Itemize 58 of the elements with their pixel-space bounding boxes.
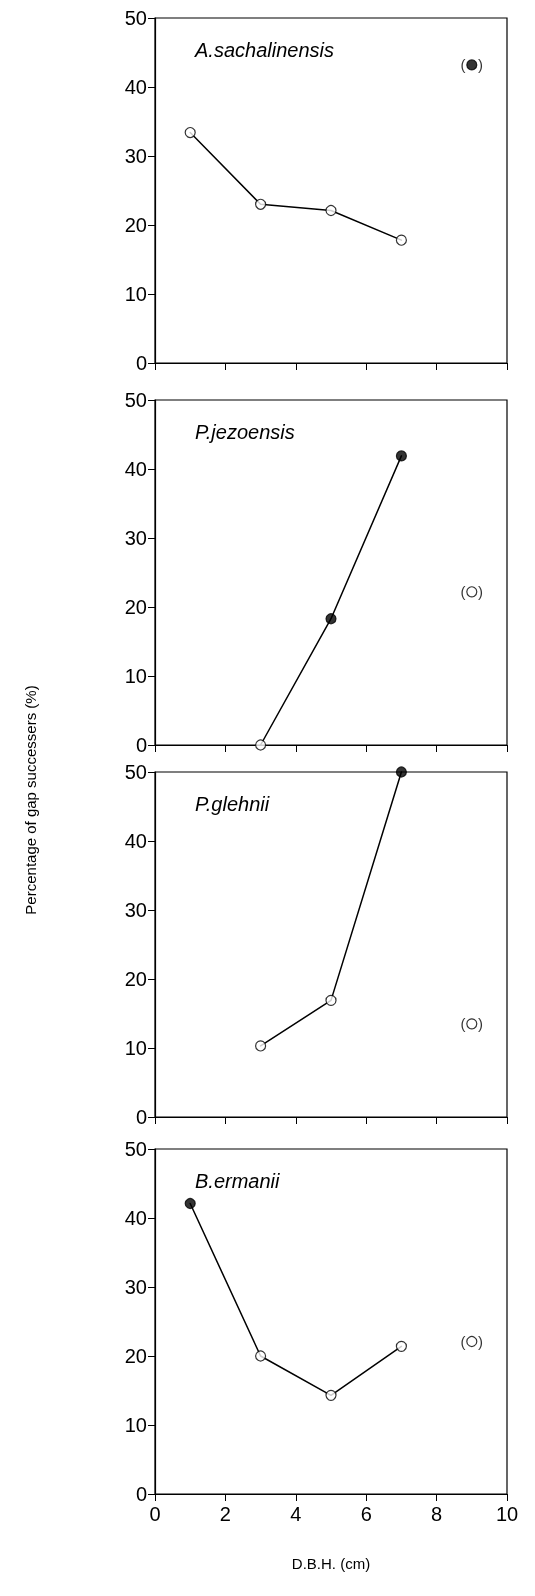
point — [255, 1350, 267, 1362]
point — [184, 126, 196, 139]
y-tick-label: 40 — [124, 830, 147, 852]
point — [395, 450, 407, 462]
data-label: ( ) — [460, 1015, 484, 1033]
text: P.glehnii — [195, 793, 270, 815]
text: A.sachalinensis — [194, 39, 334, 61]
y-tick-label: 20 — [124, 596, 147, 618]
text: B.ermanii — [195, 1170, 281, 1192]
data-label: ( ) — [460, 56, 484, 74]
y-tick-label: 10 — [124, 1414, 147, 1436]
point — [325, 1389, 337, 1401]
point — [184, 1197, 196, 1210]
y-tick-label: 20 — [124, 968, 147, 990]
point — [255, 1040, 267, 1052]
point — [255, 739, 267, 751]
y-tick-label: 10 — [124, 283, 147, 305]
x-tick-label: 6 — [360, 1503, 372, 1525]
point — [325, 613, 337, 625]
y-tick-label: 50 — [124, 1138, 147, 1160]
data-label: ( ) — [460, 583, 484, 601]
y-tick-label: 0 — [135, 1106, 147, 1128]
x-axis-title: D.B.H. (cm) — [291, 1555, 371, 1572]
point — [466, 586, 478, 598]
point — [395, 234, 407, 246]
y-tick-label: 50 — [124, 761, 147, 783]
y-tick-label: 30 — [124, 145, 147, 167]
point — [325, 994, 337, 1006]
point — [466, 1018, 478, 1030]
x-tick-label: 2 — [219, 1503, 231, 1525]
data-label: ( ) — [460, 1333, 484, 1351]
point — [325, 204, 337, 217]
point — [255, 198, 267, 210]
y-tick-label: 0 — [135, 352, 147, 374]
y-tick-label: 20 — [124, 214, 147, 236]
y-tick-label: 0 — [135, 1483, 147, 1505]
y-tick-label: 40 — [124, 458, 147, 480]
x-tick-label: 8 — [431, 1503, 443, 1525]
y-tick-label: 20 — [124, 1345, 147, 1367]
y-tick-label: 10 — [124, 1037, 147, 1059]
y-axis-title: Percentage of gap successers (%) — [21, 685, 39, 915]
x-tick-label: 10 — [495, 1503, 519, 1525]
y-tick-label: 40 — [124, 1207, 147, 1229]
x-tick-label: 4 — [290, 1503, 302, 1525]
y-tick-label: 50 — [124, 389, 147, 411]
point — [466, 1335, 478, 1348]
point — [395, 1340, 407, 1352]
y-tick-label: 30 — [124, 527, 147, 549]
y-tick-label: 0 — [135, 734, 147, 756]
y-tick-label: 40 — [124, 76, 147, 98]
y-tick-label: 30 — [124, 899, 147, 921]
point — [395, 766, 407, 778]
y-tick-label: 50 — [124, 7, 147, 29]
y-tick-label: 10 — [124, 665, 147, 687]
text: P.jezoensis — [195, 421, 295, 443]
point — [466, 59, 478, 71]
x-tick-label: 0 — [149, 1503, 161, 1525]
y-tick-label: 30 — [124, 1276, 147, 1298]
